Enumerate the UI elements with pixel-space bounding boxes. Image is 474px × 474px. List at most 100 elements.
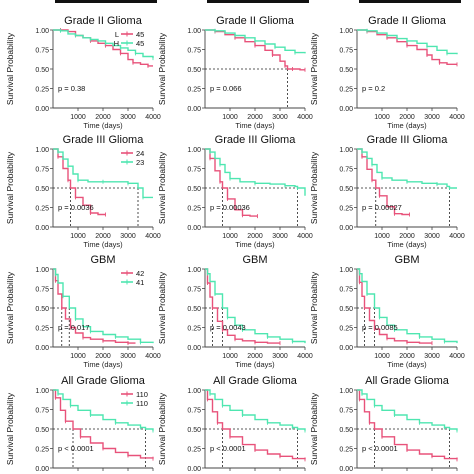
legend-count: 24	[136, 149, 144, 158]
y-tick-label: 0.00	[339, 225, 353, 232]
y-tick-label: 0.50	[339, 67, 353, 74]
y-tick-label: 0.75	[187, 167, 201, 174]
p-value-label: p = 0.00027	[362, 203, 402, 212]
y-tick-label: 0.50	[187, 427, 201, 434]
y-tick-label: 0.75	[339, 48, 353, 55]
column-header-bar	[359, 0, 461, 3]
x-axis-label: Time (days)	[235, 240, 275, 249]
x-tick-label: 1000	[374, 233, 390, 240]
y-tick-label: 0.50	[339, 306, 353, 313]
x-tick-label: 2000	[399, 353, 415, 360]
x-axis-label: Time (days)	[235, 121, 275, 130]
y-tick-label: 0.75	[339, 167, 353, 174]
legend-group-letter: L	[115, 30, 119, 39]
y-tick-label: 0.50	[339, 186, 353, 193]
y-tick-label: 0.50	[187, 186, 201, 193]
x-axis-label: Time (days)	[387, 121, 427, 130]
km-panel: All Grade Glioma Survival Probability 0.00…	[157, 375, 306, 473]
x-tick-label: 1000	[70, 353, 86, 360]
legend-count: 42	[136, 269, 144, 278]
x-tick-label: 3000	[120, 114, 136, 121]
legend-count: 23	[136, 158, 144, 167]
panel-title: GBM	[242, 254, 267, 266]
km-panel: Grade II Glioma Survival Probability 0.00 0…	[5, 15, 161, 130]
survival-curve-series-1	[53, 148, 106, 216]
km-panel: Grade III Glioma Survival Probability 0.00…	[5, 134, 161, 249]
x-tick-label: 2000	[399, 233, 415, 240]
y-tick-label: 0.00	[35, 106, 49, 113]
x-tick-label: 1000	[222, 114, 238, 121]
x-tick-label: 1000	[374, 114, 390, 121]
km-panel: GBM Survival Probability 0.00 0.25 0.50 0.75 1…	[309, 254, 465, 369]
panel-title: Grade II Glioma	[368, 15, 447, 27]
legend-count: 41	[136, 278, 144, 287]
survival-curve-series-2	[205, 268, 306, 344]
y-axis-label: Survival Probability	[5, 151, 15, 224]
y-tick-label: 0.00	[339, 466, 353, 473]
y-tick-label: 1.00	[35, 28, 49, 35]
survival-curve-series-2	[357, 148, 457, 189]
y-axis-label: Survival Probability	[5, 271, 15, 344]
panel-title: All Grade Glioma	[61, 375, 146, 387]
column-header-bar	[55, 0, 157, 3]
x-tick-label: 2000	[95, 114, 111, 121]
x-tick-label: 1000	[222, 233, 238, 240]
x-tick-label: 4000	[145, 353, 161, 360]
y-axis-label: Survival Probability	[157, 271, 167, 344]
panel-title: All Grade Glioma	[365, 375, 450, 387]
y-tick-label: 0.50	[35, 427, 49, 434]
x-tick-label: 2000	[247, 114, 263, 121]
survival-curve-series-2	[205, 148, 306, 196]
survival-curve-series-2	[53, 268, 154, 344]
x-tick-label: 2000	[247, 353, 263, 360]
x-tick-label: 3000	[120, 233, 136, 240]
x-tick-label: 4000	[145, 114, 161, 121]
p-value-label: p < 0.0001	[58, 444, 94, 453]
km-panel: Grade III Glioma Survival Probability 0.00…	[309, 134, 465, 249]
panel-title: GBM	[394, 254, 419, 266]
p-value-label: p = 0.066	[210, 84, 242, 93]
panel-title: Grade III Glioma	[215, 134, 297, 146]
y-tick-label: 0.25	[35, 447, 49, 454]
y-tick-label: 0.25	[187, 206, 201, 213]
y-tick-label: 1.00	[35, 147, 49, 154]
x-tick-label: 4000	[449, 353, 465, 360]
y-tick-label: 0.25	[339, 447, 353, 454]
survival-curve-series-2	[205, 389, 306, 431]
y-tick-label: 1.00	[187, 28, 201, 35]
y-tick-label: 0.50	[187, 306, 201, 313]
x-tick-label: 4000	[449, 114, 465, 121]
km-panel: Grade III Glioma Survival Probability 0.00…	[157, 134, 313, 249]
x-tick-label: 1000	[70, 114, 86, 121]
x-tick-label: 1000	[374, 353, 390, 360]
p-value-label: p < 0.0001	[210, 444, 246, 453]
p-value-label: p = 0.00036	[210, 203, 250, 212]
y-axis-label: Survival Probability	[157, 151, 167, 224]
x-tick-label: 4000	[297, 233, 313, 240]
panel-title: Grade III Glioma	[367, 134, 449, 146]
x-axis-label: Time (days)	[387, 240, 427, 249]
y-tick-label: 0.00	[187, 106, 201, 113]
y-tick-label: 0.50	[339, 427, 353, 434]
x-tick-label: 4000	[297, 114, 313, 121]
survival-curve-series-1	[53, 389, 154, 459]
survival-curve-series-2	[357, 389, 458, 431]
y-tick-label: 0.50	[35, 186, 49, 193]
y-axis-label: Survival Probability	[309, 32, 319, 105]
y-tick-label: 0.25	[187, 87, 201, 94]
y-tick-label: 0.25	[35, 326, 49, 333]
km-panel: GBM Survival Probability 0.00 0.25 0.50 0.75 1…	[157, 254, 313, 369]
survival-curve-series-1	[205, 268, 280, 344]
survival-curve-series-2	[357, 268, 458, 344]
km-panel: All Grade Glioma Survival Probability 0.00…	[5, 375, 154, 473]
y-tick-label: 0.00	[35, 345, 49, 352]
x-tick-label: 3000	[272, 353, 288, 360]
y-tick-label: 0.25	[35, 87, 49, 94]
x-tick-label: 3000	[272, 114, 288, 121]
y-tick-label: 0.75	[187, 287, 201, 294]
legend-count: 110	[136, 399, 148, 408]
survival-curve-series-1	[357, 389, 458, 460]
p-value-label: p = 0.0036	[58, 203, 94, 212]
y-tick-label: 0.00	[339, 106, 353, 113]
